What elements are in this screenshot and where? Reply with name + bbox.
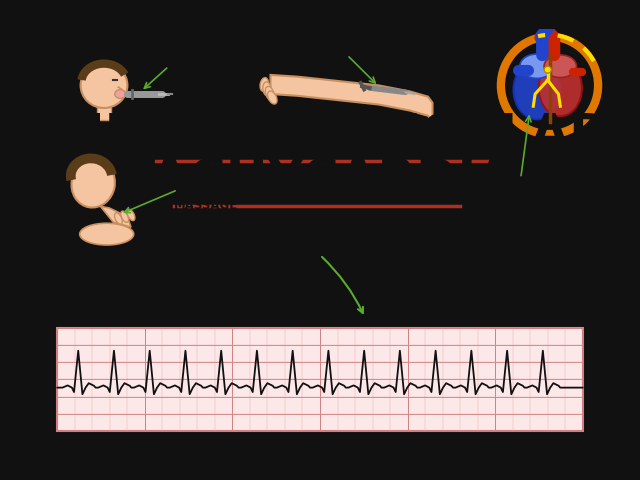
Ellipse shape bbox=[544, 55, 577, 78]
Ellipse shape bbox=[268, 91, 277, 104]
Text: NARROW-COMPLEX
TACHYCARDIA: NARROW-COMPLEX TACHYCARDIA bbox=[221, 241, 356, 271]
Ellipse shape bbox=[72, 160, 115, 207]
Text: ADENOSINE: ADENOSINE bbox=[292, 44, 374, 57]
Ellipse shape bbox=[513, 60, 560, 120]
Text: ACCESSORY
PATHWAY: ACCESSORY PATHWAY bbox=[466, 178, 548, 207]
Text: VALSALVA: VALSALVA bbox=[165, 57, 235, 70]
Circle shape bbox=[544, 66, 551, 73]
Ellipse shape bbox=[80, 223, 134, 245]
Ellipse shape bbox=[115, 213, 122, 224]
Ellipse shape bbox=[121, 211, 129, 222]
Text: SUPRAVENTRICULAR: SUPRAVENTRICULAR bbox=[28, 111, 608, 159]
Ellipse shape bbox=[263, 82, 271, 96]
Ellipse shape bbox=[539, 60, 582, 116]
Ellipse shape bbox=[115, 90, 125, 98]
Ellipse shape bbox=[260, 78, 268, 91]
Ellipse shape bbox=[127, 209, 135, 221]
Circle shape bbox=[81, 63, 127, 108]
Text: CAROTID
SINUS
MASSAGE: CAROTID SINUS MASSAGE bbox=[174, 166, 239, 212]
Bar bbox=[97, 107, 111, 120]
Polygon shape bbox=[271, 75, 433, 121]
Bar bbox=[57, 328, 583, 431]
Ellipse shape bbox=[520, 54, 554, 78]
Text: TACHYCARDIA: TACHYCARDIA bbox=[121, 156, 516, 204]
Polygon shape bbox=[100, 206, 131, 227]
Ellipse shape bbox=[265, 86, 274, 100]
